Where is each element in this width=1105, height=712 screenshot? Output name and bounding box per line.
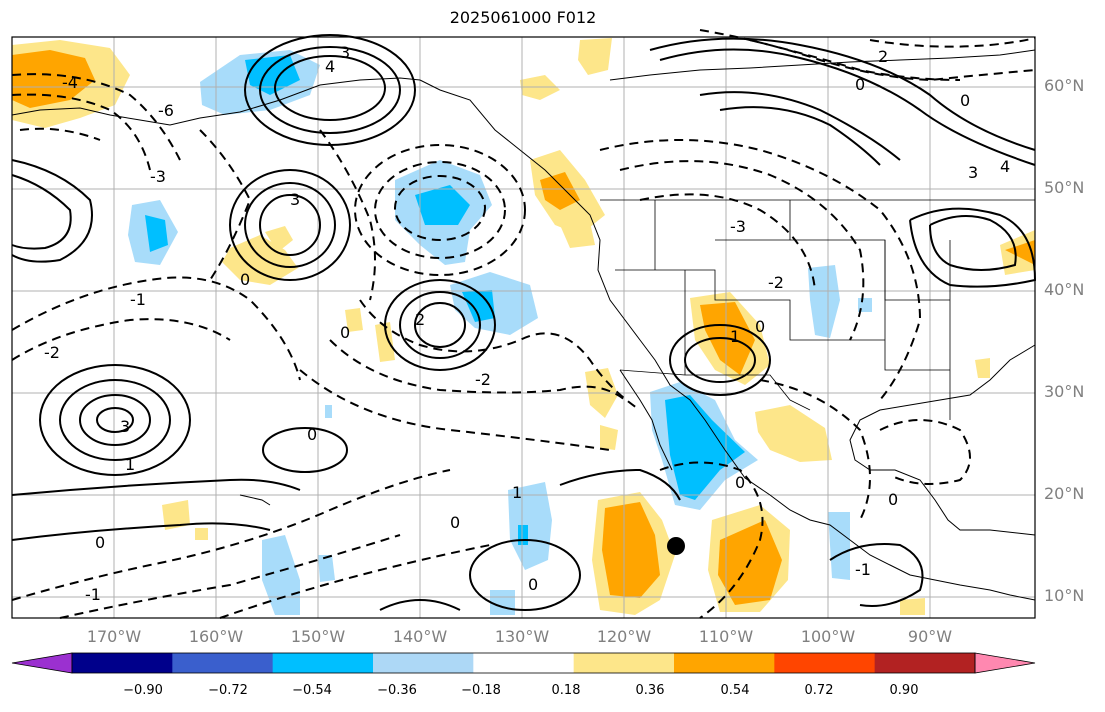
colorbar-segment	[272, 653, 374, 673]
contour-label: 3	[340, 43, 350, 62]
lat-label: 40°N	[1044, 280, 1085, 299]
map-frame	[11, 36, 1036, 619]
colorbar-segment	[473, 653, 575, 673]
colorbar-segment	[573, 653, 675, 673]
lon-label: 170°W	[86, 627, 142, 646]
contour-label: 0	[240, 270, 250, 289]
colorbar-tick-label: 0.18	[551, 683, 581, 698]
colorbar-segment	[874, 653, 976, 673]
contour-label: 3	[968, 163, 978, 182]
lat-label: 50°N	[1044, 178, 1085, 197]
contour-label: -4	[62, 73, 78, 92]
contour-label: -1	[85, 585, 101, 604]
colorbar-segment	[72, 653, 173, 673]
colorbar-tick-label: −0.54	[292, 683, 332, 698]
colorbar-tick-label: −0.72	[208, 683, 248, 698]
contour-label: 3	[290, 190, 300, 209]
contour-label: 2	[415, 310, 425, 329]
contour-label: -2	[475, 370, 491, 389]
colorbar-border	[71, 652, 976, 674]
map-area	[11, 29, 1037, 619]
colorbar-tick-label: −0.18	[461, 683, 501, 698]
lat-lon-gridlines	[12, 37, 1035, 618]
contour-label: 0	[735, 473, 745, 492]
contour-label: 0	[855, 75, 865, 94]
contour-label: 0	[755, 317, 765, 336]
lon-label: 90°W	[907, 627, 953, 646]
contour-label: 1	[125, 455, 135, 474]
lon-label: 110°W	[698, 627, 754, 646]
colorbar-segment	[373, 653, 474, 673]
contour-label: 0	[340, 323, 350, 342]
weather-map: -4 -6 -3 -1 -2 3 4 3 3 1 0 0 0 2 0 1 0 0…	[11, 29, 1037, 619]
colorbar-tick-label: 0.72	[804, 683, 834, 698]
colorbar-tick-label: 0.54	[720, 683, 750, 698]
positive-contours	[11, 34, 1037, 611]
lon-label: 150°W	[290, 627, 346, 646]
contour-label: 2	[878, 47, 888, 66]
lat-label: 10°N	[1044, 586, 1085, 605]
lon-label: 160°W	[188, 627, 244, 646]
contour-label: 0	[307, 425, 317, 444]
colorbar-segment	[172, 653, 274, 673]
contour-label: 0	[528, 575, 538, 594]
lon-label: 140°W	[392, 627, 448, 646]
contour-label: 0	[960, 91, 970, 110]
lon-label: 120°W	[596, 627, 652, 646]
contour-label: -2	[44, 343, 60, 362]
storm-center-marker	[667, 537, 685, 555]
coastlines	[11, 49, 1036, 601]
map-title: 2025061000 F012	[449, 8, 597, 27]
colorbar-segment	[774, 653, 876, 673]
colorbar	[11, 652, 1036, 674]
colorbar-extension-min	[11, 652, 73, 674]
contour-label: -2	[768, 273, 784, 292]
contour-label: 0	[450, 513, 460, 532]
colorbar-extension-max	[974, 652, 1036, 674]
lat-label: 30°N	[1044, 382, 1085, 401]
contour-label: 3	[120, 417, 130, 436]
colorbar-tick-label: 0.90	[889, 683, 919, 698]
contour-label: -1	[855, 560, 871, 579]
contour-label: -3	[730, 217, 746, 236]
lon-label: 130°W	[494, 627, 550, 646]
lat-label: 20°N	[1044, 484, 1085, 503]
colorbar-tick-label: −0.90	[123, 683, 163, 698]
colorbar-segment	[674, 653, 775, 673]
negative-contours	[11, 29, 1036, 619]
contour-label: -6	[158, 101, 174, 120]
colorbar-segments	[11, 652, 1036, 674]
contour-label: 0	[95, 533, 105, 552]
lon-label: 100°W	[800, 627, 856, 646]
lat-label: 60°N	[1044, 76, 1085, 95]
contour-label: 4	[1000, 157, 1010, 176]
contour-label: -3	[150, 167, 166, 186]
contour-label: -1	[130, 290, 146, 309]
colorbar-tick-label: −0.36	[377, 683, 417, 698]
contour-labels: -4 -6 -3 -1 -2 3 4 3 3 1 0 0 0 2 0 1 0 0…	[44, 43, 1010, 604]
contour-label: 0	[888, 490, 898, 509]
contour-label: 4	[325, 57, 335, 76]
contour-label: 1	[512, 483, 522, 502]
colorbar-tick-label: 0.36	[635, 683, 665, 698]
contour-label: 1	[730, 327, 740, 346]
